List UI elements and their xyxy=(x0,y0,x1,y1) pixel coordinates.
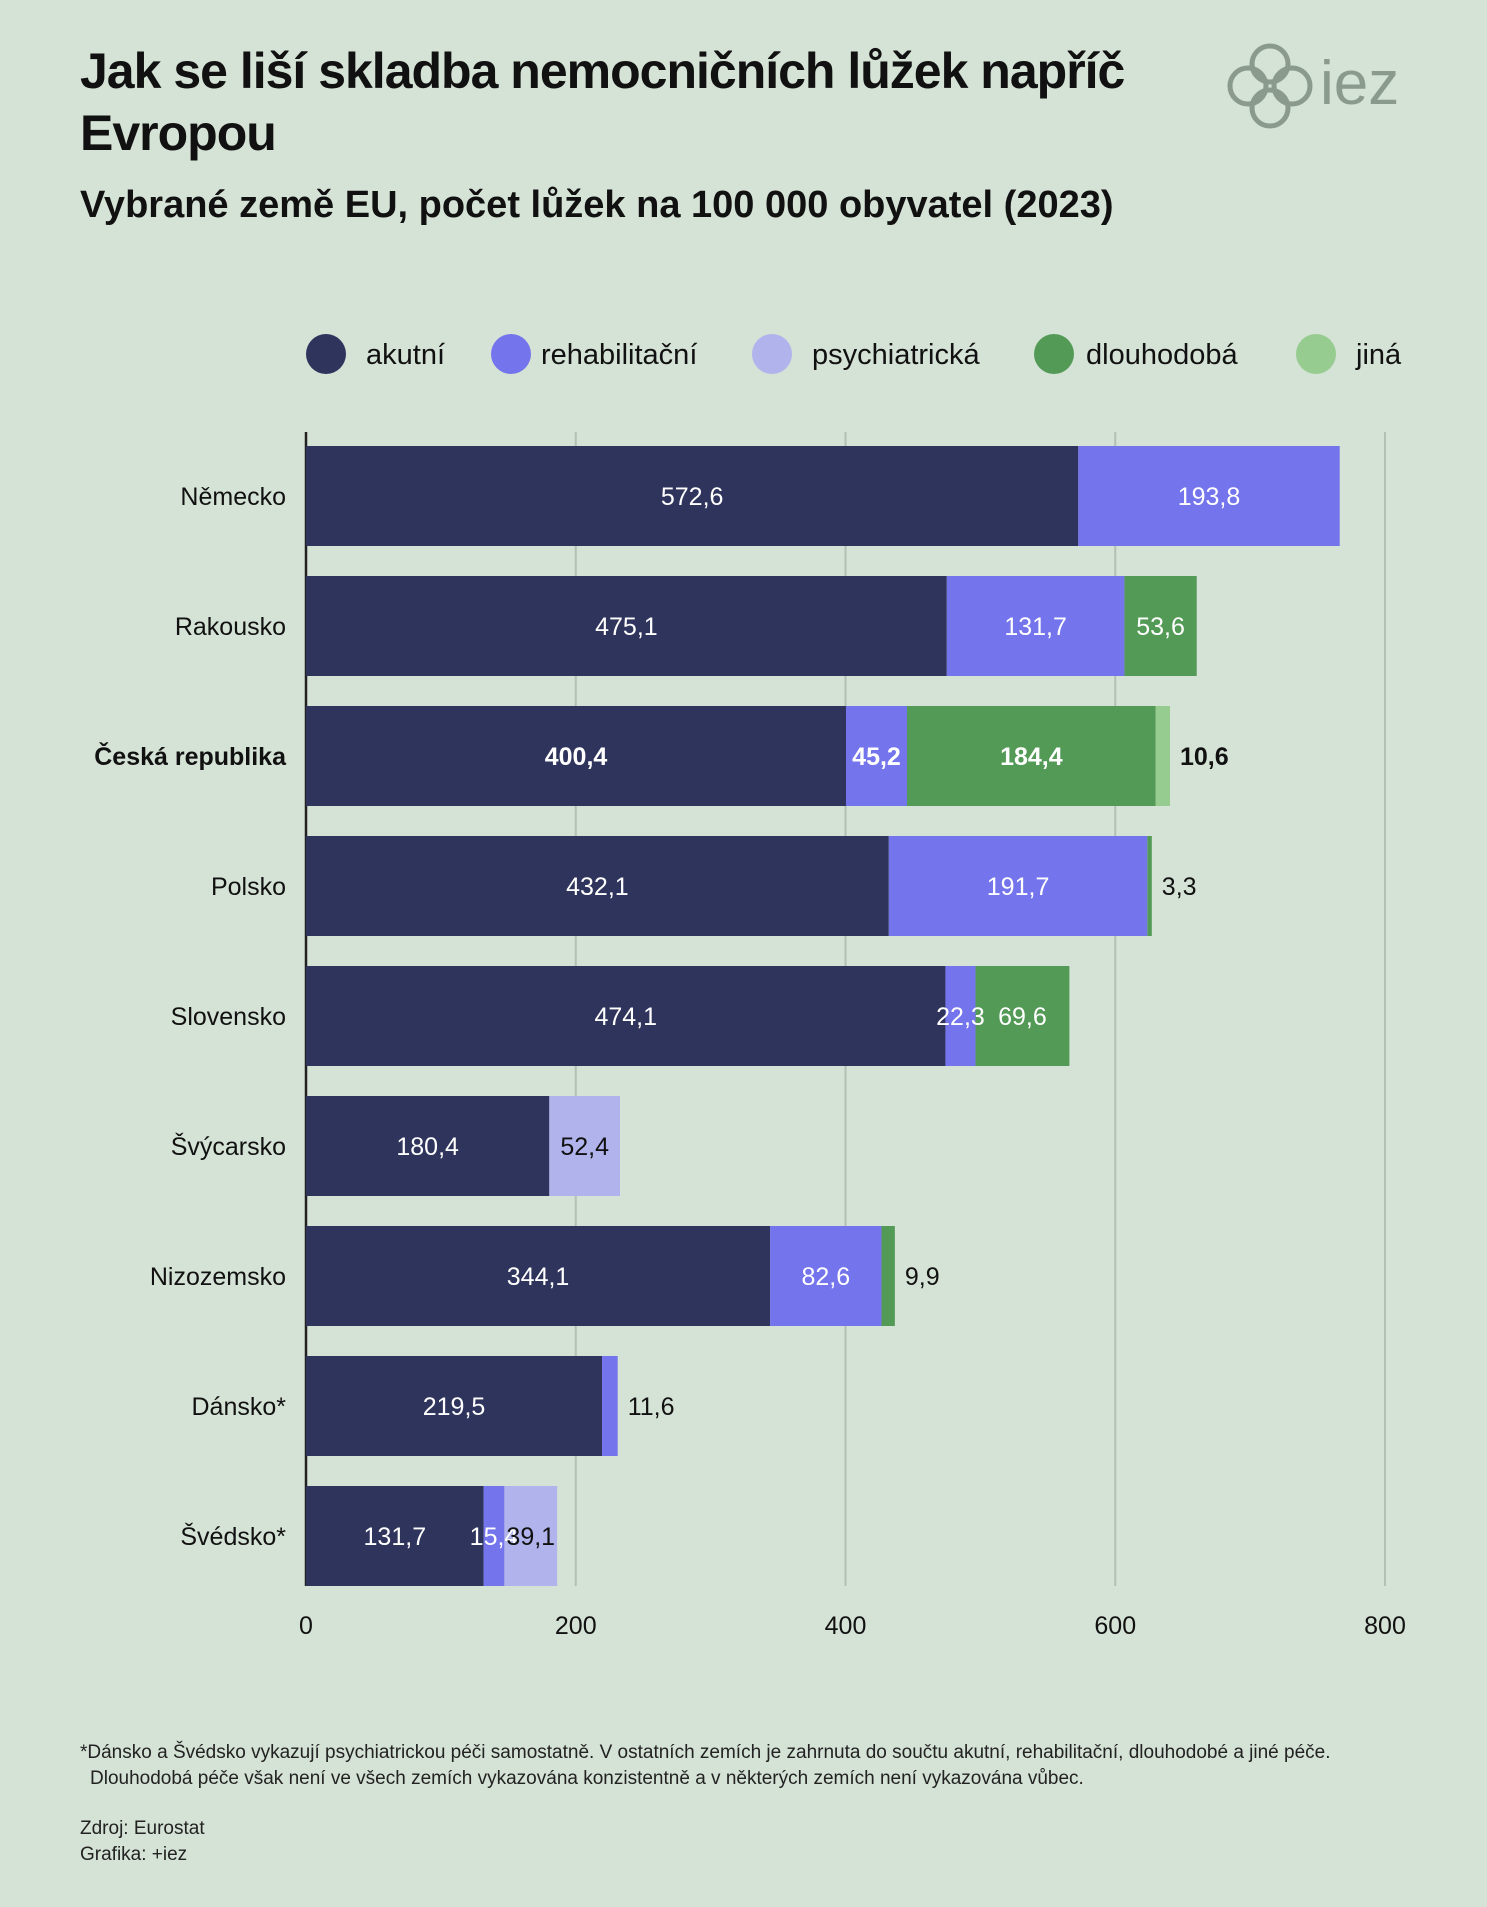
data-label-3-3: 3,3 xyxy=(1162,873,1197,901)
source-graphics: Grafika: +iez xyxy=(80,1844,188,1865)
bar-segment-6-1 xyxy=(770,1226,882,1326)
bar-segment-1-1 xyxy=(946,576,1125,676)
bar-segment-2-1 xyxy=(846,706,908,806)
category-label-0: Německo xyxy=(180,483,286,511)
bar-segment-8-0 xyxy=(306,1486,484,1586)
data-label-6-3: 9,9 xyxy=(905,1263,940,1291)
footnote-line-2: Dlouhodobá péče však není ve všech zemíc… xyxy=(90,1768,1084,1789)
bar-segment-2-3 xyxy=(907,706,1156,806)
legend-swatch-4 xyxy=(1296,334,1336,374)
source-credits: Zdroj: Eurostat Grafika: +iez xyxy=(80,1816,205,1868)
data-label-4-1: 22,3 xyxy=(936,1003,985,1031)
bar-row-8: 131,7 15,439,1 xyxy=(306,1486,558,1586)
data-label-1-1: 131,7 xyxy=(1004,613,1067,641)
bar-segment-6-0 xyxy=(306,1226,771,1326)
bar-segment-2-0 xyxy=(306,706,847,806)
iez-logo-text: iez xyxy=(1320,49,1399,118)
bar-segment-3-1 xyxy=(888,836,1148,936)
data-label-1-3: 53,6 xyxy=(1136,613,1185,641)
data-label-5-2: 52,4 xyxy=(560,1133,609,1161)
legend-label-3: dlouhodobá xyxy=(1086,339,1238,371)
chart-subtitle: Vybrané země EU, počet lůžek na 100 000 … xyxy=(80,184,1114,226)
chart-title: Jak se liší skladba nemocničních lůžek n… xyxy=(80,43,1125,161)
data-label-7-0: 219,5 xyxy=(423,1393,486,1421)
x-tick-label-1: 200 xyxy=(555,1612,597,1640)
bar-segment-6-3 xyxy=(881,1226,895,1326)
stacked-bar-chart: akutní rehabilitační psychiatrická dlouhodo… xyxy=(94,334,1406,1640)
data-label-2-0: 400,4 xyxy=(545,743,608,771)
bar-segment-7-0 xyxy=(306,1356,603,1456)
bar-segment-8-2 xyxy=(504,1486,558,1586)
data-label-8-0: 131,7 xyxy=(364,1523,427,1551)
data-label-6-1: 82,6 xyxy=(801,1263,850,1291)
bar-segment-0-0 xyxy=(306,446,1079,546)
category-label-1: Rakousko xyxy=(175,613,286,641)
x-tick-label-2: 400 xyxy=(825,1612,867,1640)
data-label-2-1: 45,2 xyxy=(852,743,901,771)
bar-segment-0-1 xyxy=(1078,446,1340,546)
category-label-3: Polsko xyxy=(211,873,286,901)
data-label-7-1: 11,6 xyxy=(628,1393,675,1421)
bar-segment-2-4 xyxy=(1155,706,1171,806)
bar-segment-8-1 xyxy=(483,1486,505,1586)
legend-swatch-0 xyxy=(306,334,346,374)
category-label-5: Švýcarsko xyxy=(171,1132,286,1161)
bar-segment-5-0 xyxy=(306,1096,550,1196)
bar-segment-4-1 xyxy=(945,966,976,1066)
chart-legend: akutní rehabilitační psychiatrická dlouhodo… xyxy=(306,334,1402,374)
legend-swatch-3 xyxy=(1034,334,1074,374)
data-label-4-0: 474,1 xyxy=(594,1003,657,1031)
category-labels: Německo Rakousko Česká republika Polsko Slov… xyxy=(94,483,287,1551)
legend-label-1: rehabilitační xyxy=(541,339,697,371)
bar-row-0: 572,6 193,8 xyxy=(306,446,1340,546)
data-label-3-0: 432,1 xyxy=(566,873,629,901)
x-tick-label-0: 0 xyxy=(299,1612,313,1640)
data-label-6-0: 344,1 xyxy=(507,1263,570,1291)
legend-label-4: jiná xyxy=(1355,339,1402,371)
data-label-5-0: 180,4 xyxy=(396,1133,459,1161)
bar-row-5: 180,4 52,4 xyxy=(306,1096,620,1196)
bar-segment-4-3 xyxy=(975,966,1070,1066)
legend-label-0: akutní xyxy=(366,339,445,371)
legend-label-2: psychiatrická xyxy=(812,339,980,371)
data-label-2-3: 184,4 xyxy=(1000,743,1063,771)
x-axis-ticks: 0 200 400 600 800 xyxy=(299,1612,1406,1640)
source-data: Zdroj: Eurostat xyxy=(80,1818,205,1839)
footnote-line-1: *Dánsko a Švédsko vykazují psychiatricko… xyxy=(80,1742,1331,1763)
data-label-4-3: 69,6 xyxy=(998,1003,1047,1031)
data-label-0-0: 572,6 xyxy=(661,483,724,511)
bar-segment-1-0 xyxy=(306,576,947,676)
bar-segment-5-2 xyxy=(549,1096,620,1196)
category-label-2: Česká republika xyxy=(94,741,287,771)
x-tick-label-3: 600 xyxy=(1094,1612,1136,1640)
category-label-4: Slovensko xyxy=(171,1003,286,1031)
legend-swatch-2 xyxy=(752,334,792,374)
data-label-8-2: 39,1 xyxy=(506,1523,555,1551)
category-label-7: Dánsko* xyxy=(192,1393,287,1421)
bar-segment-4-0 xyxy=(306,966,946,1066)
bar-segment-1-3 xyxy=(1124,576,1197,676)
bar-row-3: 432,1 191,7 3,3 xyxy=(306,836,1197,936)
bar-row-6: 344,1 82,6 9,9 xyxy=(306,1226,940,1326)
category-label-8: Švédsko* xyxy=(180,1522,286,1551)
bar-row-2: 400,4 45,2 184,4 10,6 xyxy=(306,706,1229,806)
data-label-0-1: 193,8 xyxy=(1178,483,1241,511)
data-label-2-4: 10,6 xyxy=(1180,743,1229,771)
bar-row-1: 475,1 131,7 53,6 xyxy=(306,576,1197,676)
footnote: *Dánsko a Švédsko vykazují psychiatricko… xyxy=(80,1740,1420,1792)
data-label-1-0: 475,1 xyxy=(595,613,658,641)
category-label-6: Nizozemsko xyxy=(150,1263,286,1291)
data-label-8-1: 15,4 xyxy=(470,1523,519,1551)
legend-swatch-1 xyxy=(491,334,531,374)
bar-row-7: 219,5 11,6 xyxy=(306,1356,675,1456)
bar-segment-7-1 xyxy=(602,1356,618,1456)
bar-segment-3-3 xyxy=(1147,836,1152,936)
x-tick-label-4: 800 xyxy=(1364,1612,1406,1640)
bar-row-4: 474,1 22,3 69,6 xyxy=(306,966,1070,1066)
chart-bars: 572,6 193,8 475,1 131,7 53,6 400,4 45,2 184,4 10… xyxy=(306,446,1340,1586)
iez-logo: iez xyxy=(1227,43,1399,129)
bar-segment-3-0 xyxy=(306,836,889,936)
iez-logo-icon xyxy=(1227,43,1313,129)
data-label-3-1: 191,7 xyxy=(987,873,1050,901)
